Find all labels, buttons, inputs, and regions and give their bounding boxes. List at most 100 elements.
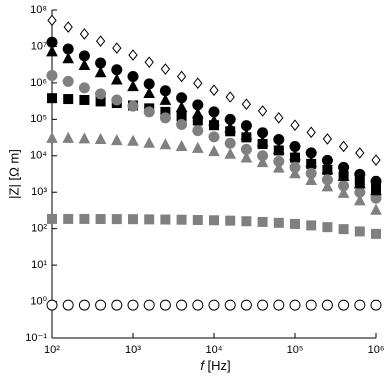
marker-triangle [175,139,188,151]
marker-circle [208,299,220,311]
marker-square [47,213,57,224]
marker-circle [111,299,123,311]
marker-circle [305,299,317,311]
marker-circle [240,299,252,311]
y-tick-label: 10⁴ [30,150,47,162]
marker-triangle [159,93,172,105]
marker-diamond [355,147,365,159]
marker-triangle [370,203,382,215]
marker-circle [176,299,188,311]
marker-diamond [290,119,300,132]
marker-triangle [110,73,123,85]
marker-circle [321,174,333,186]
marker-circle [192,299,204,311]
y-tick-label: 10² [31,223,47,235]
marker-square [257,216,268,227]
marker-triangle [127,80,139,92]
marker-circle [192,99,204,111]
marker-triangle [143,86,156,99]
marker-circle [273,299,285,311]
marker-circle [257,127,269,139]
marker-triangle [370,184,382,196]
marker-square [371,228,381,239]
marker-triangle [240,128,253,140]
x-tick-label: 10² [44,344,60,356]
marker-diamond [209,84,219,97]
marker-circle [289,299,301,311]
marker-circle [159,85,171,97]
marker-square [95,214,106,225]
marker-diamond [47,14,57,27]
marker-triangle [337,186,350,198]
marker-circle [257,299,269,311]
marker-triangle [305,173,318,185]
marker-square [128,214,138,225]
marker-circle [95,57,107,69]
marker-circle [95,88,107,100]
marker-square [225,215,236,226]
marker-triangle [46,131,58,143]
marker-diamond [257,105,268,117]
marker-circle [46,36,58,48]
marker-circle [370,175,382,187]
marker-triangle [224,121,237,133]
marker-circle [321,299,333,311]
marker-diamond [160,63,171,75]
marker-circle [127,70,139,82]
marker-diamond [225,91,235,103]
marker-circle [62,299,74,311]
y-axis-label: |Z| [Ω m] [6,149,22,199]
marker-circle [46,299,58,311]
marker-triangle [208,114,220,126]
marker-square [111,214,122,225]
marker-square [79,94,90,105]
marker-circle [338,299,350,311]
marker-square [338,224,349,235]
marker-circle [127,100,139,112]
marker-diamond [322,133,333,145]
y-tick-label: 10⁷ [31,40,47,52]
marker-triangle [62,131,75,143]
marker-circle [78,82,90,94]
marker-circle [289,161,301,173]
marker-triangle [78,132,91,144]
marker-triangle [353,194,366,206]
marker-triangle [256,156,269,168]
marker-triangle [353,177,366,189]
marker-circle [78,299,90,311]
marker-triangle [175,101,188,113]
marker-circle [354,299,366,311]
y-tick-label: 10¹ [31,259,47,271]
marker-circle [95,299,107,311]
marker-square [241,216,252,227]
marker-circle [354,168,366,180]
marker-diamond [338,140,349,153]
y-tick-label: 10³ [31,186,47,198]
marker-circle [111,64,123,76]
marker-triangle [191,141,204,153]
marker-circle [240,120,252,132]
y-tick-label: 10⁰ [30,295,47,307]
marker-circle [257,150,269,162]
marker-triangle [94,132,107,144]
marker-circle [338,180,350,192]
x-axis-label: f [Hz] [200,358,231,373]
x-tick-label: 10³ [125,344,141,356]
marker-diamond [79,28,90,40]
marker-triangle [143,136,156,148]
marker-diamond [128,49,138,61]
x-tick-label: 10⁶ [368,344,385,356]
marker-square [273,217,284,228]
marker-diamond [241,98,252,111]
marker-circle [289,140,301,152]
marker-square [290,218,300,229]
marker-triangle [127,134,139,146]
marker-diamond [95,35,106,47]
marker-triangle [321,180,334,192]
marker-circle [143,106,155,118]
y-tick-label: 10⁸ [30,4,47,16]
marker-circle [143,299,155,311]
marker-circle [321,154,333,166]
